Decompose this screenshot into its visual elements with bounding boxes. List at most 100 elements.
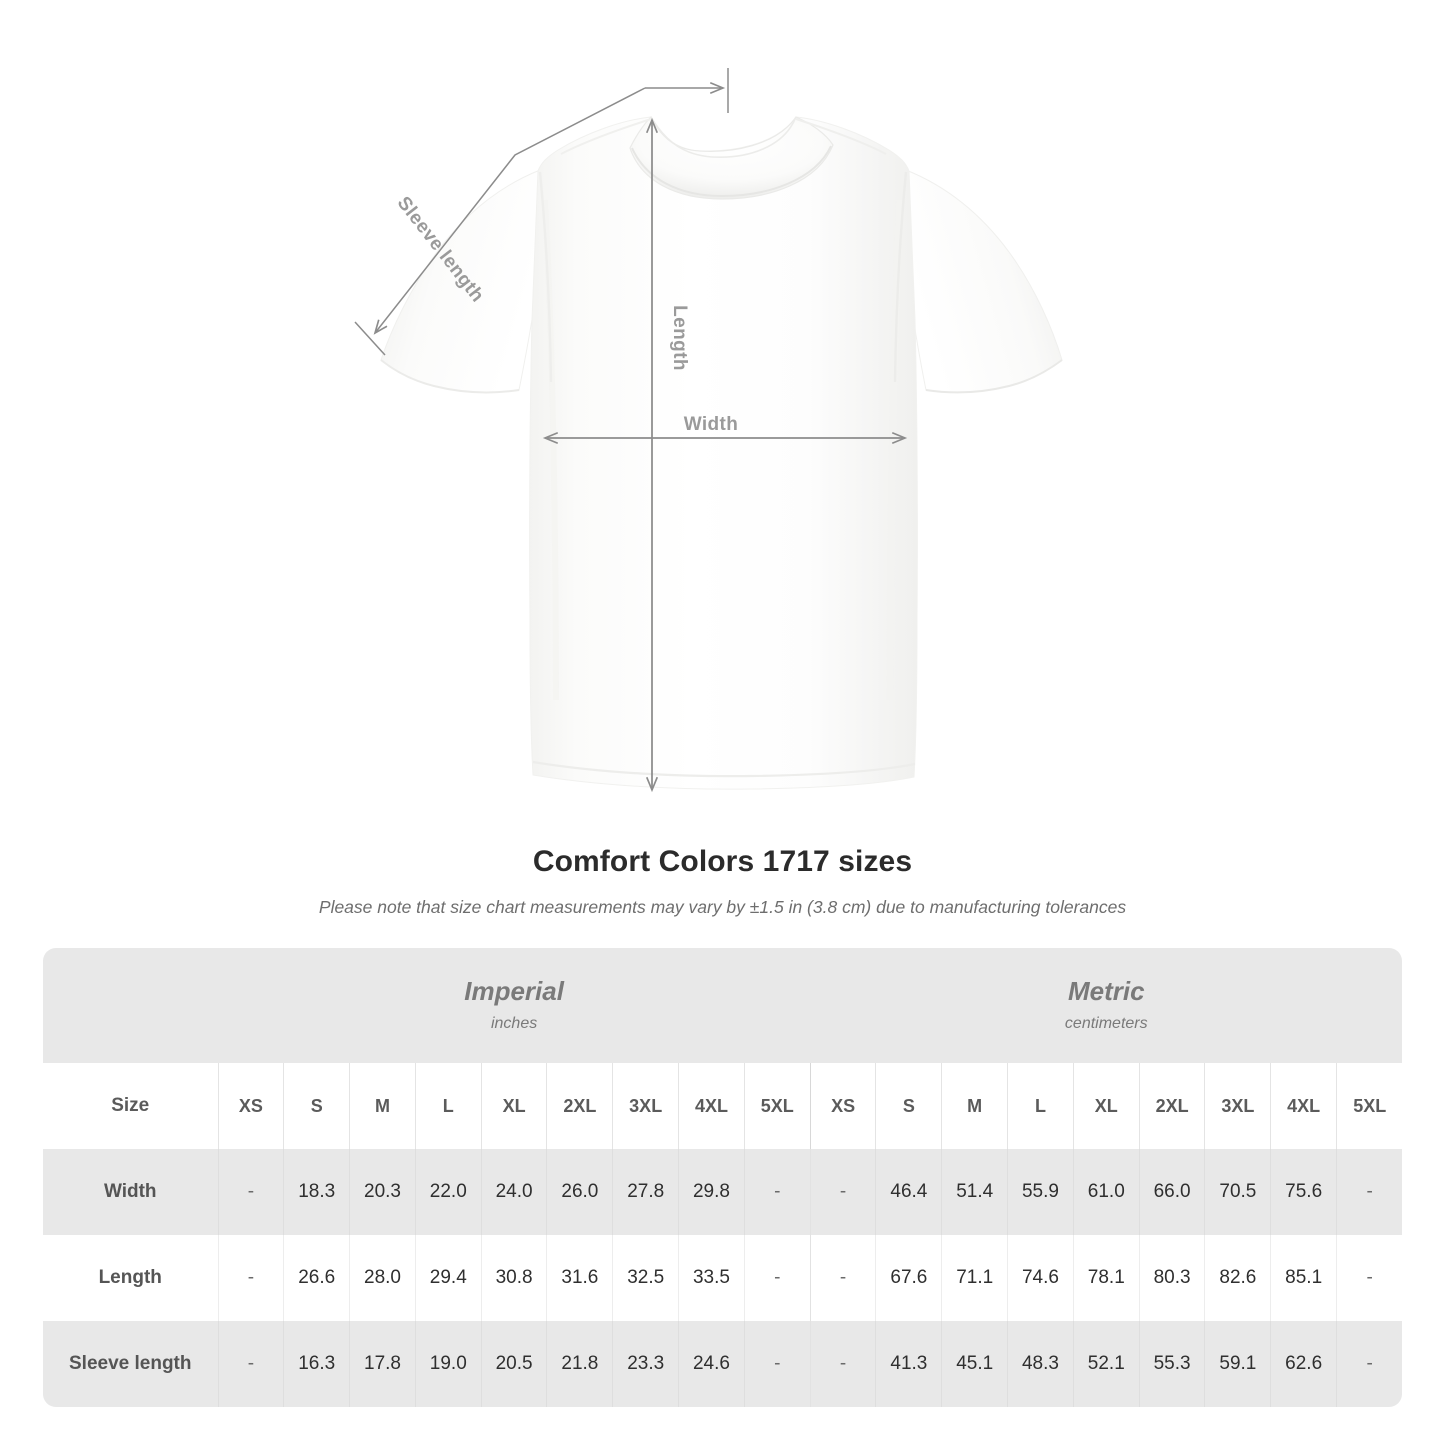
cell-width-imperial-m: 20.3 [349, 1149, 416, 1235]
cell-width-metric-4xl: 75.6 [1270, 1149, 1337, 1235]
size-header-metric-5xl: 5XL [1336, 1063, 1402, 1149]
cell-width-imperial-s: 18.3 [283, 1149, 350, 1235]
cell-sleeve-imperial-xs: - [217, 1321, 284, 1407]
size-header-imperial-2xl: 2XL [546, 1063, 613, 1149]
garment-shape [380, 115, 1063, 790]
cell-sleeve-metric-xs: - [809, 1321, 876, 1407]
cell-sleeve-metric-4xl: 62.6 [1270, 1321, 1337, 1407]
cell-length-metric-m: 71.1 [941, 1235, 1008, 1321]
left-sleeve-hem [380, 359, 520, 394]
size-header-metric-xs: XS [809, 1063, 876, 1149]
cell-sleeve-metric-l: 48.3 [1007, 1321, 1074, 1407]
right-sleeve [905, 169, 1063, 393]
cell-sleeve-metric-5xl: - [1336, 1321, 1402, 1407]
unit-header-spacer [43, 948, 218, 1063]
table-row: Sleeve length - 16.3 17.8 19.0 20.5 21.8… [43, 1321, 1402, 1407]
cell-sleeve-imperial-m: 17.8 [349, 1321, 416, 1407]
cell-width-metric-xs: - [809, 1149, 876, 1235]
bottom-hem [532, 760, 916, 778]
size-table: Imperial inches Metric centimeters Size … [43, 948, 1402, 1407]
size-header-row: Size XS S M L XL 2XL 3XL 4XL 5XL XS S M … [43, 1063, 1402, 1149]
sleeve-length-line [373, 87, 646, 335]
size-header-imperial-5xl: 5XL [743, 1063, 811, 1149]
cell-length-imperial-xs: - [217, 1235, 284, 1321]
cell-length-metric-l: 74.6 [1007, 1235, 1074, 1321]
cell-length-imperial-4xl: 33.5 [678, 1235, 745, 1321]
cell-width-imperial-l: 22.0 [414, 1149, 482, 1235]
size-header-imperial-s: S [283, 1063, 350, 1149]
right-sleeve-hem [925, 359, 1063, 394]
left-armhole-seam [538, 171, 553, 383]
unit-sub-imperial: inches [490, 1015, 538, 1033]
cell-length-imperial-s: 26.6 [283, 1235, 350, 1321]
unit-header-metric: Metric centimeters [810, 948, 1402, 1063]
body-fold-right [886, 199, 904, 701]
cell-width-imperial-xs: - [217, 1149, 284, 1235]
cell-length-imperial-5xl: - [743, 1235, 811, 1321]
unit-sub-metric: centimeters [1064, 1015, 1148, 1033]
cell-sleeve-metric-3xl: 59.1 [1204, 1321, 1271, 1407]
cell-width-metric-xl: 61.0 [1072, 1149, 1140, 1235]
size-header-imperial-3xl: 3XL [612, 1063, 679, 1149]
cell-length-imperial-2xl: 31.6 [546, 1235, 613, 1321]
cell-length-metric-xl: 78.1 [1072, 1235, 1140, 1321]
cell-width-metric-s: 46.4 [875, 1149, 942, 1235]
row-label-sleeve-length: Sleeve length [43, 1321, 218, 1407]
cell-length-metric-4xl: 85.1 [1270, 1235, 1337, 1321]
cell-width-imperial-xl: 24.0 [480, 1149, 547, 1235]
cell-length-imperial-3xl: 32.5 [612, 1235, 679, 1321]
cell-length-metric-s: 67.6 [875, 1235, 942, 1321]
size-header-metric-m: M [941, 1063, 1008, 1149]
tshirt-illustration: Sleeve length Length Width [354, 68, 1063, 793]
unit-name-metric: Metric [1067, 975, 1145, 1006]
cell-length-metric-3xl: 82.6 [1204, 1235, 1271, 1321]
size-header-imperial-l: L [414, 1063, 482, 1149]
cell-sleeve-metric-2xl: 55.3 [1138, 1321, 1205, 1407]
cell-length-metric-5xl: - [1336, 1235, 1402, 1321]
cell-length-imperial-xl: 30.8 [480, 1235, 547, 1321]
size-header-metric-l: L [1007, 1063, 1074, 1149]
right-shoulder-seam [795, 118, 887, 155]
size-header-label: Size [43, 1063, 218, 1149]
cell-width-metric-3xl: 70.5 [1204, 1149, 1271, 1235]
length-label: Length [669, 305, 690, 371]
size-header-metric-2xl: 2XL [1138, 1063, 1205, 1149]
tshirt-diagram: Sleeve length Length Width [354, 68, 1063, 793]
size-header-imperial-m: M [349, 1063, 416, 1149]
cell-width-metric-l: 55.9 [1007, 1149, 1074, 1235]
cell-sleeve-imperial-2xl: 21.8 [546, 1321, 613, 1407]
unit-name-imperial: Imperial [464, 975, 564, 1006]
size-header-metric-xl: XL [1072, 1063, 1140, 1149]
sleeve-length-tick-bottom [354, 321, 386, 356]
size-table-container: Imperial inches Metric centimeters Size … [43, 948, 1402, 1407]
row-label-length: Length [43, 1235, 218, 1321]
right-armhole-seam [893, 171, 908, 383]
cell-sleeve-imperial-xl: 20.5 [480, 1321, 547, 1407]
cell-length-imperial-m: 28.0 [349, 1235, 416, 1321]
cell-sleeve-metric-m: 45.1 [941, 1321, 1008, 1407]
cell-width-imperial-5xl: - [743, 1149, 811, 1235]
cell-width-metric-2xl: 66.0 [1138, 1149, 1205, 1235]
cell-width-metric-5xl: - [1336, 1149, 1402, 1235]
cell-width-imperial-2xl: 26.0 [546, 1149, 613, 1235]
unit-header-row: Imperial inches Metric centimeters [43, 948, 1402, 1063]
cell-length-metric-2xl: 80.3 [1138, 1235, 1205, 1321]
cell-sleeve-metric-s: 41.3 [875, 1321, 942, 1407]
cell-sleeve-metric-xl: 52.1 [1072, 1321, 1140, 1407]
cell-length-metric-xs: - [809, 1235, 876, 1321]
cell-sleeve-imperial-l: 19.0 [414, 1321, 482, 1407]
row-label-width: Width [43, 1149, 218, 1235]
unit-header-imperial: Imperial inches [218, 948, 811, 1063]
size-header-metric-s: S [875, 1063, 942, 1149]
cell-sleeve-imperial-4xl: 24.6 [678, 1321, 745, 1407]
width-label: Width [684, 414, 739, 435]
cell-length-imperial-l: 29.4 [414, 1235, 482, 1321]
table-row: Length - 26.6 28.0 29.4 30.8 31.6 32.5 3… [43, 1235, 1402, 1321]
collar-outer-edge [650, 116, 797, 158]
shirt-body [529, 116, 918, 790]
collar-inner-edge [631, 145, 832, 198]
cell-sleeve-imperial-3xl: 23.3 [612, 1321, 679, 1407]
cell-width-imperial-4xl: 29.8 [678, 1149, 745, 1235]
cell-width-imperial-3xl: 27.8 [612, 1149, 679, 1235]
